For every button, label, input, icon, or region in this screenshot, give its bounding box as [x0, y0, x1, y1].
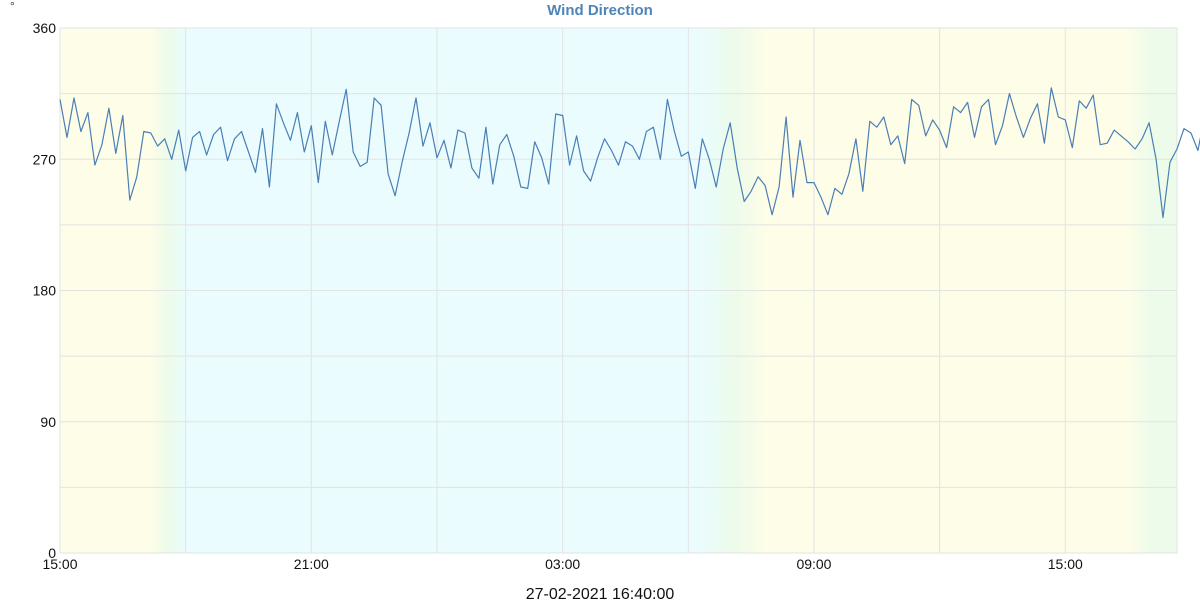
- x-tick-label: 09:00: [796, 556, 831, 572]
- y-tick-label: 360: [33, 20, 57, 36]
- y-tick-label: 270: [33, 151, 57, 167]
- series-line-wind-direction: [59, 87, 1200, 219]
- x-tick-label: 15:00: [42, 556, 77, 572]
- timestamp-label: 27-02-2021 16:40:00: [526, 586, 675, 600]
- x-tick-label: 15:00: [1048, 556, 1083, 572]
- series-layer: [59, 87, 1200, 219]
- chart-title: Wind Direction: [547, 2, 653, 19]
- x-tick-label: 03:00: [545, 556, 580, 572]
- y-tick-label: 180: [33, 283, 57, 299]
- grid-lines: [59, 27, 1178, 554]
- plot-frame: [59, 27, 1178, 554]
- y-tick-label: 0: [48, 545, 56, 561]
- x-tick-label: 21:00: [294, 556, 329, 572]
- y-tick-label: 90: [40, 414, 56, 430]
- axes-layer: 0 90 180 270 360 15:00 21:00 03:00 09:00 15:00: [33, 20, 1083, 572]
- y-unit-label: °: [10, 0, 15, 13]
